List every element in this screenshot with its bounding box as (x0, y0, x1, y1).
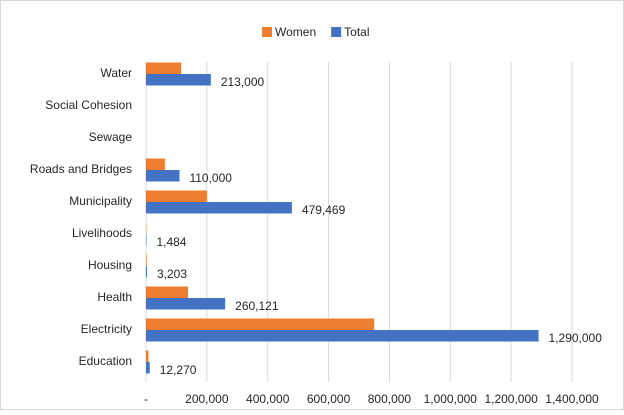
data-label: 1,290,000 (549, 331, 603, 345)
data-label: 260,121 (235, 299, 279, 313)
x-tick-label: 200,000 (185, 392, 229, 406)
x-tick-label: 600,000 (307, 392, 351, 406)
x-tick-label: 1,000,000 (424, 392, 478, 406)
data-label: 213,000 (221, 75, 265, 89)
bar (146, 266, 147, 278)
data-label: 12,270 (160, 363, 197, 377)
bar (146, 351, 148, 363)
data-label: 3,203 (157, 267, 187, 281)
y-tick-label: Water (100, 66, 132, 80)
bar (146, 255, 147, 267)
bar (146, 202, 292, 214)
bar (146, 159, 165, 171)
bar (146, 330, 539, 342)
data-label: 1,484 (156, 235, 186, 249)
y-tick-label: Housing (88, 258, 132, 272)
data-label: 479,469 (302, 203, 346, 217)
bar (146, 362, 150, 374)
x-tick-label: - (144, 392, 148, 406)
x-tick-label: 1,400,000 (545, 392, 599, 406)
legend-label: Total (344, 25, 369, 39)
legend-swatch (331, 27, 341, 37)
x-tick-label: 800,000 (368, 392, 412, 406)
bar (146, 319, 374, 331)
y-tick-label: Sewage (89, 130, 133, 144)
bar (146, 170, 179, 182)
y-tick-label: Municipality (69, 194, 132, 208)
y-tick-label: Livelihoods (72, 226, 132, 240)
legend-label: Women (275, 25, 316, 39)
x-tick-label: 400,000 (246, 392, 290, 406)
y-tick-label: Roads and Bridges (30, 162, 132, 176)
y-tick-label: Electricity (81, 322, 132, 336)
x-tick-label: 1,200,000 (484, 392, 538, 406)
bar (146, 287, 188, 299)
y-tick-label: Social Cohesion (45, 98, 132, 112)
bar (146, 298, 225, 310)
bar (146, 63, 181, 75)
y-tick-label: Health (97, 290, 132, 304)
bar (146, 191, 207, 203)
data-label: 110,000 (189, 171, 232, 185)
legend-swatch (262, 27, 272, 37)
y-tick-label: Education (79, 354, 132, 368)
bar (146, 74, 211, 86)
